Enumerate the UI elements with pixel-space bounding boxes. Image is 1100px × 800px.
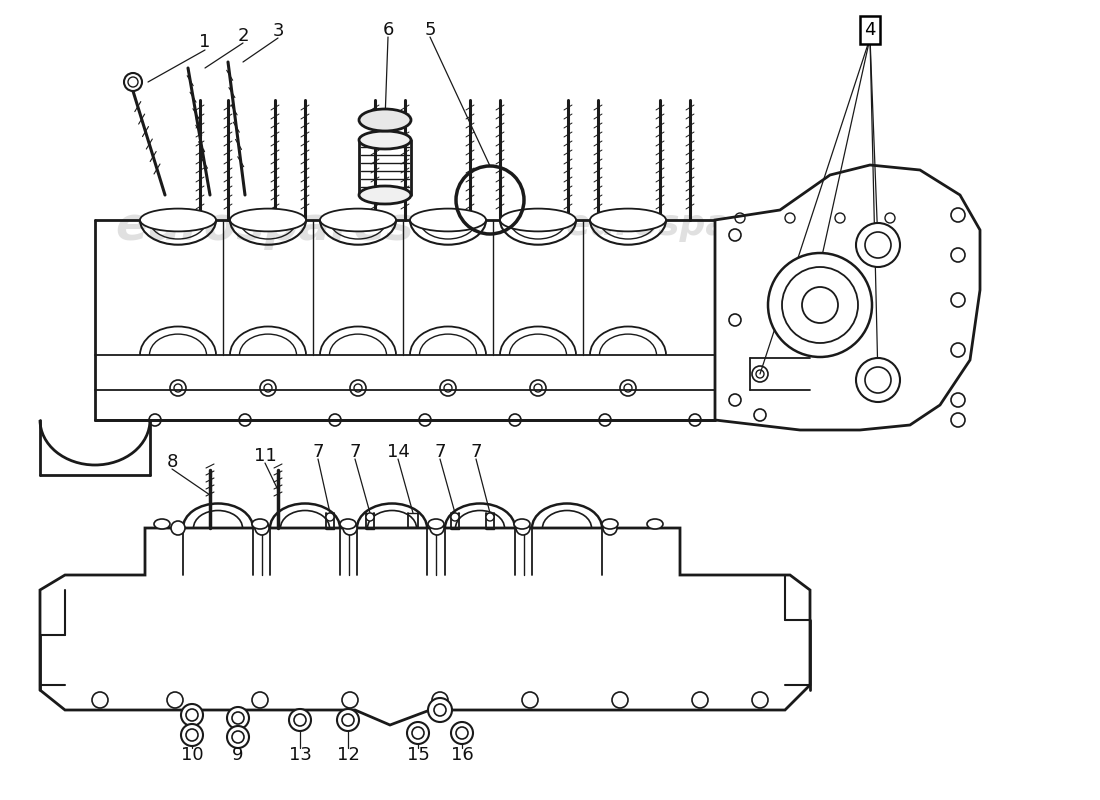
Circle shape bbox=[342, 692, 358, 708]
Circle shape bbox=[952, 248, 965, 262]
Ellipse shape bbox=[359, 131, 411, 149]
Text: 1: 1 bbox=[199, 33, 211, 51]
Circle shape bbox=[516, 521, 530, 535]
Circle shape bbox=[255, 521, 270, 535]
Ellipse shape bbox=[340, 519, 356, 529]
Text: 7: 7 bbox=[434, 443, 446, 461]
Ellipse shape bbox=[514, 519, 530, 529]
Circle shape bbox=[856, 358, 900, 402]
Text: eurospares: eurospares bbox=[172, 591, 418, 629]
Text: 9: 9 bbox=[232, 746, 244, 764]
Circle shape bbox=[124, 73, 142, 91]
Text: 7: 7 bbox=[312, 443, 323, 461]
Circle shape bbox=[232, 712, 244, 724]
Text: 8: 8 bbox=[166, 453, 178, 471]
Circle shape bbox=[407, 722, 429, 744]
Circle shape bbox=[289, 709, 311, 731]
Text: 10: 10 bbox=[180, 746, 204, 764]
Circle shape bbox=[952, 343, 965, 357]
Circle shape bbox=[952, 393, 965, 407]
Text: 6: 6 bbox=[383, 21, 394, 39]
Circle shape bbox=[412, 727, 424, 739]
Text: 4: 4 bbox=[865, 21, 876, 39]
Ellipse shape bbox=[647, 519, 663, 529]
Circle shape bbox=[603, 521, 617, 535]
Circle shape bbox=[952, 208, 965, 222]
Circle shape bbox=[167, 692, 183, 708]
Circle shape bbox=[752, 692, 768, 708]
Circle shape bbox=[337, 709, 359, 731]
Circle shape bbox=[186, 709, 198, 721]
Polygon shape bbox=[40, 528, 810, 725]
Ellipse shape bbox=[154, 519, 170, 529]
Circle shape bbox=[432, 692, 448, 708]
Text: 15: 15 bbox=[407, 746, 429, 764]
Text: 11: 11 bbox=[254, 447, 276, 465]
Text: 3: 3 bbox=[273, 22, 284, 40]
Circle shape bbox=[186, 729, 198, 741]
Circle shape bbox=[486, 513, 494, 521]
Circle shape bbox=[952, 413, 965, 427]
Circle shape bbox=[522, 692, 538, 708]
Ellipse shape bbox=[359, 109, 411, 131]
Circle shape bbox=[430, 521, 444, 535]
Circle shape bbox=[232, 731, 244, 743]
Ellipse shape bbox=[320, 209, 396, 231]
Ellipse shape bbox=[428, 519, 444, 529]
Circle shape bbox=[342, 714, 354, 726]
Ellipse shape bbox=[410, 209, 486, 231]
Text: eurospares: eurospares bbox=[116, 206, 415, 250]
Ellipse shape bbox=[140, 209, 216, 231]
Text: 2: 2 bbox=[238, 27, 249, 45]
Circle shape bbox=[856, 223, 900, 267]
Circle shape bbox=[428, 698, 452, 722]
Text: 16: 16 bbox=[451, 746, 473, 764]
Circle shape bbox=[326, 513, 334, 521]
Circle shape bbox=[768, 253, 872, 357]
Ellipse shape bbox=[602, 519, 618, 529]
Polygon shape bbox=[715, 165, 980, 430]
Circle shape bbox=[92, 692, 108, 708]
Circle shape bbox=[612, 692, 628, 708]
Circle shape bbox=[227, 707, 249, 729]
Text: eurospares: eurospares bbox=[563, 601, 757, 630]
Circle shape bbox=[182, 724, 204, 746]
Circle shape bbox=[227, 726, 249, 748]
Circle shape bbox=[456, 727, 468, 739]
Ellipse shape bbox=[252, 519, 268, 529]
Text: 12: 12 bbox=[337, 746, 360, 764]
Ellipse shape bbox=[359, 186, 411, 204]
Circle shape bbox=[952, 293, 965, 307]
Text: 7: 7 bbox=[350, 443, 361, 461]
Text: 13: 13 bbox=[288, 746, 311, 764]
Text: 14: 14 bbox=[386, 443, 409, 461]
Circle shape bbox=[692, 692, 708, 708]
Circle shape bbox=[366, 513, 374, 521]
Circle shape bbox=[343, 521, 358, 535]
Circle shape bbox=[182, 704, 204, 726]
Ellipse shape bbox=[230, 209, 306, 231]
Text: 5: 5 bbox=[425, 21, 436, 39]
Circle shape bbox=[451, 513, 459, 521]
Ellipse shape bbox=[500, 209, 576, 231]
Ellipse shape bbox=[590, 209, 666, 231]
Circle shape bbox=[451, 722, 473, 744]
Circle shape bbox=[294, 714, 306, 726]
Text: 7: 7 bbox=[471, 443, 482, 461]
Text: eurospares: eurospares bbox=[565, 208, 794, 242]
Circle shape bbox=[252, 692, 268, 708]
Circle shape bbox=[170, 521, 185, 535]
